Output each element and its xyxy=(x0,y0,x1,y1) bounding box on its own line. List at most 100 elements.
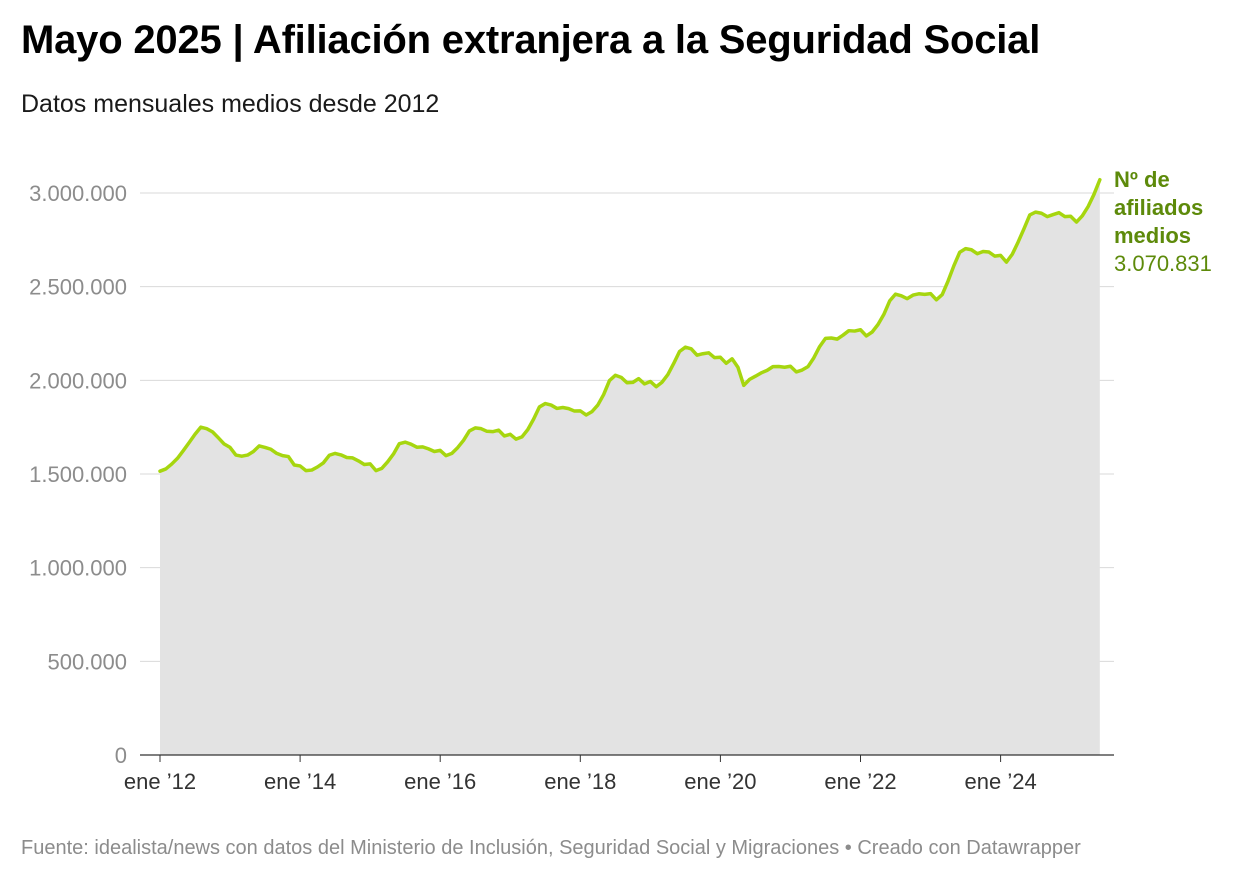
x-tick-label: ene ’18 xyxy=(544,769,616,794)
data-point xyxy=(649,380,652,383)
data-point xyxy=(1046,215,1049,218)
data-point xyxy=(795,370,798,373)
data-point xyxy=(345,456,348,459)
data-point xyxy=(258,444,261,447)
data-point xyxy=(976,252,979,255)
data-point xyxy=(211,430,214,433)
data-point xyxy=(398,442,401,445)
data-point xyxy=(882,313,885,316)
data-point xyxy=(1069,215,1072,218)
y-tick-label: 2.000.000 xyxy=(29,368,127,393)
data-point xyxy=(684,346,687,349)
data-point xyxy=(859,328,862,331)
data-point xyxy=(626,381,629,384)
data-point xyxy=(199,426,202,429)
data-point xyxy=(760,371,763,374)
data-point xyxy=(509,433,512,436)
data-point xyxy=(217,436,220,439)
data-point xyxy=(1063,215,1066,218)
data-point xyxy=(410,443,413,446)
x-tick-label: ene ’16 xyxy=(404,769,476,794)
data-point xyxy=(1017,241,1020,244)
source-footer: Fuente: idealista/news con datos del Min… xyxy=(21,837,1081,859)
data-point xyxy=(567,407,570,410)
data-point xyxy=(363,463,366,466)
data-point xyxy=(923,293,926,296)
data-point xyxy=(719,356,722,359)
data-point xyxy=(334,452,337,455)
data-point xyxy=(982,250,985,253)
data-point xyxy=(316,465,319,468)
series-area-layer xyxy=(160,179,1100,756)
data-point xyxy=(439,449,442,452)
data-point xyxy=(812,356,815,359)
x-tick-label: ene ’12 xyxy=(124,769,196,794)
data-point xyxy=(958,251,961,254)
data-point xyxy=(736,366,739,369)
data-point xyxy=(462,439,465,442)
data-point xyxy=(830,337,833,340)
data-point xyxy=(205,427,208,430)
data-point xyxy=(678,350,681,353)
data-point xyxy=(847,329,850,332)
data-point xyxy=(970,248,973,251)
series-line-layer xyxy=(158,177,1102,473)
data-point xyxy=(1093,193,1096,196)
series-line xyxy=(158,177,1102,473)
data-point xyxy=(742,384,745,387)
data-point xyxy=(322,461,325,464)
data-point xyxy=(1057,211,1060,214)
data-point xyxy=(515,438,518,441)
data-point xyxy=(1052,213,1055,216)
data-point xyxy=(707,351,710,354)
data-point xyxy=(631,381,634,384)
x-tick-label: ene ’24 xyxy=(965,769,1037,794)
data-point xyxy=(538,405,541,408)
data-point xyxy=(637,377,640,380)
data-point xyxy=(275,452,278,455)
data-point xyxy=(824,337,827,340)
data-point xyxy=(299,464,302,467)
data-point xyxy=(351,456,354,459)
data-point xyxy=(900,294,903,297)
data-point xyxy=(888,299,891,302)
data-point xyxy=(550,404,553,407)
data-point xyxy=(853,330,856,333)
data-point xyxy=(374,469,377,472)
data-point xyxy=(427,447,430,450)
data-point xyxy=(585,413,588,416)
data-point xyxy=(392,452,395,455)
data-point xyxy=(1028,213,1031,216)
y-tick-label: 3.000.000 xyxy=(29,181,127,206)
data-point xyxy=(573,410,576,413)
data-point xyxy=(164,467,167,470)
data-point xyxy=(731,357,734,360)
data-point xyxy=(777,365,780,368)
series-area-fill xyxy=(160,179,1100,756)
data-point xyxy=(474,426,477,429)
data-point xyxy=(491,430,494,433)
data-point xyxy=(1005,261,1008,264)
x-tick-label: ene ’22 xyxy=(824,769,896,794)
data-point xyxy=(620,376,623,379)
data-point xyxy=(666,373,669,376)
data-point xyxy=(468,429,471,432)
series-last-value: 3.070.831 xyxy=(1114,251,1212,276)
data-point xyxy=(532,418,535,421)
data-point xyxy=(748,378,751,381)
data-point xyxy=(252,450,255,453)
data-point xyxy=(1087,205,1090,208)
y-tick-label: 1.500.000 xyxy=(29,462,127,487)
data-point xyxy=(293,464,296,467)
data-point xyxy=(696,354,699,357)
data-point xyxy=(369,462,372,465)
data-point xyxy=(1022,227,1025,230)
data-point xyxy=(188,441,191,444)
data-point xyxy=(871,331,874,334)
data-point xyxy=(1034,211,1037,214)
data-point xyxy=(806,365,809,368)
data-point xyxy=(987,251,990,254)
data-point xyxy=(503,434,506,437)
data-point xyxy=(725,362,728,365)
data-point xyxy=(544,402,547,405)
